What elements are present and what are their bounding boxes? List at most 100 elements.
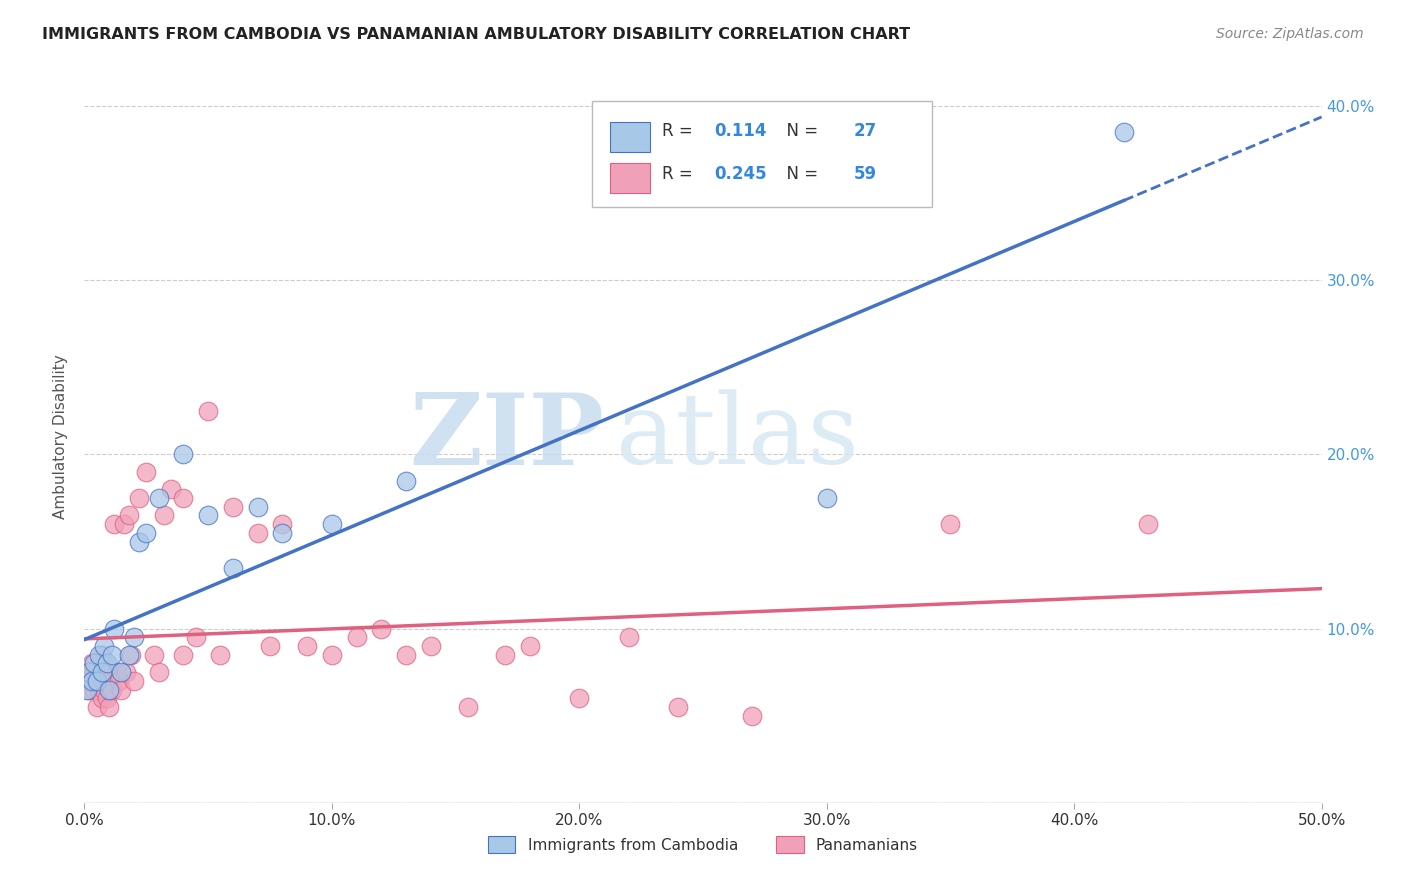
Point	[122, 631, 145, 645]
Point	[86, 673, 108, 688]
Point	[112, 517, 135, 532]
Point	[100, 682, 122, 697]
Point	[519, 639, 541, 653]
Point	[395, 474, 418, 488]
Point	[96, 665, 118, 680]
Point	[118, 508, 141, 523]
Point	[83, 665, 105, 680]
Point	[110, 665, 132, 680]
Text: ZIP: ZIP	[409, 389, 605, 485]
Text: 0.114: 0.114	[714, 122, 766, 140]
Point	[259, 639, 281, 653]
Text: 27: 27	[853, 122, 877, 140]
Point	[494, 648, 516, 662]
Point	[271, 525, 294, 540]
Point	[1112, 125, 1135, 139]
Point	[128, 534, 150, 549]
Point	[89, 648, 111, 662]
Point	[152, 508, 174, 523]
Point	[83, 682, 105, 697]
Point	[815, 491, 838, 505]
Point	[666, 700, 689, 714]
Text: 0.245: 0.245	[714, 165, 766, 183]
Point	[172, 491, 194, 505]
Point	[222, 560, 245, 574]
Point	[148, 665, 170, 680]
Point	[160, 483, 183, 497]
Point	[1137, 517, 1160, 532]
Point	[120, 648, 142, 662]
Point	[105, 665, 128, 680]
Point	[93, 657, 115, 671]
Point	[246, 525, 269, 540]
Point	[98, 700, 121, 714]
Point	[617, 631, 640, 645]
Text: 59: 59	[853, 165, 877, 183]
Point	[90, 665, 112, 680]
Point	[122, 673, 145, 688]
Point	[172, 448, 194, 462]
Point	[172, 648, 194, 662]
Text: IMMIGRANTS FROM CAMBODIA VS PANAMANIAN AMBULATORY DISABILITY CORRELATION CHART: IMMIGRANTS FROM CAMBODIA VS PANAMANIAN A…	[42, 27, 910, 42]
Point	[209, 648, 232, 662]
Point	[148, 491, 170, 505]
Point	[100, 648, 122, 662]
Point	[741, 708, 763, 723]
Point	[93, 639, 115, 653]
Point	[79, 665, 101, 680]
Point	[79, 682, 101, 697]
Point	[419, 639, 441, 653]
Point	[89, 657, 111, 671]
Point	[80, 673, 103, 688]
Point	[118, 648, 141, 662]
Point	[395, 648, 418, 662]
Text: R =: R =	[662, 122, 699, 140]
Point	[128, 491, 150, 505]
Point	[98, 673, 121, 688]
Text: N =: N =	[776, 122, 824, 140]
Point	[90, 691, 112, 706]
Point	[370, 622, 392, 636]
Point	[184, 631, 207, 645]
Point	[96, 657, 118, 671]
Point	[98, 682, 121, 697]
Point	[103, 622, 125, 636]
Point	[222, 500, 245, 514]
Point	[321, 517, 343, 532]
Point	[197, 404, 219, 418]
Point	[76, 673, 98, 688]
FancyBboxPatch shape	[610, 122, 650, 152]
Point	[457, 700, 479, 714]
Point	[108, 673, 131, 688]
Point	[110, 682, 132, 697]
Point	[568, 691, 591, 706]
Point	[246, 500, 269, 514]
Point	[103, 517, 125, 532]
Point	[346, 631, 368, 645]
Point	[271, 517, 294, 532]
Point	[197, 508, 219, 523]
Text: atlas: atlas	[616, 389, 859, 485]
Y-axis label: Ambulatory Disability: Ambulatory Disability	[53, 355, 69, 519]
Text: N =: N =	[776, 165, 824, 183]
Point	[295, 639, 318, 653]
Point	[115, 665, 138, 680]
Point	[135, 525, 157, 540]
Point	[86, 673, 108, 688]
FancyBboxPatch shape	[592, 101, 932, 207]
Point	[939, 517, 962, 532]
Legend: Immigrants from Cambodia, Panamanians: Immigrants from Cambodia, Panamanians	[481, 828, 925, 861]
Text: Source: ZipAtlas.com: Source: ZipAtlas.com	[1216, 27, 1364, 41]
Point	[76, 682, 98, 697]
Point	[142, 648, 165, 662]
Point	[135, 465, 157, 479]
Point	[93, 682, 115, 697]
Point	[80, 657, 103, 671]
Point	[90, 648, 112, 662]
Text: R =: R =	[662, 165, 699, 183]
Point	[96, 691, 118, 706]
Point	[86, 700, 108, 714]
Point	[79, 665, 101, 680]
Point	[80, 673, 103, 688]
FancyBboxPatch shape	[610, 163, 650, 193]
